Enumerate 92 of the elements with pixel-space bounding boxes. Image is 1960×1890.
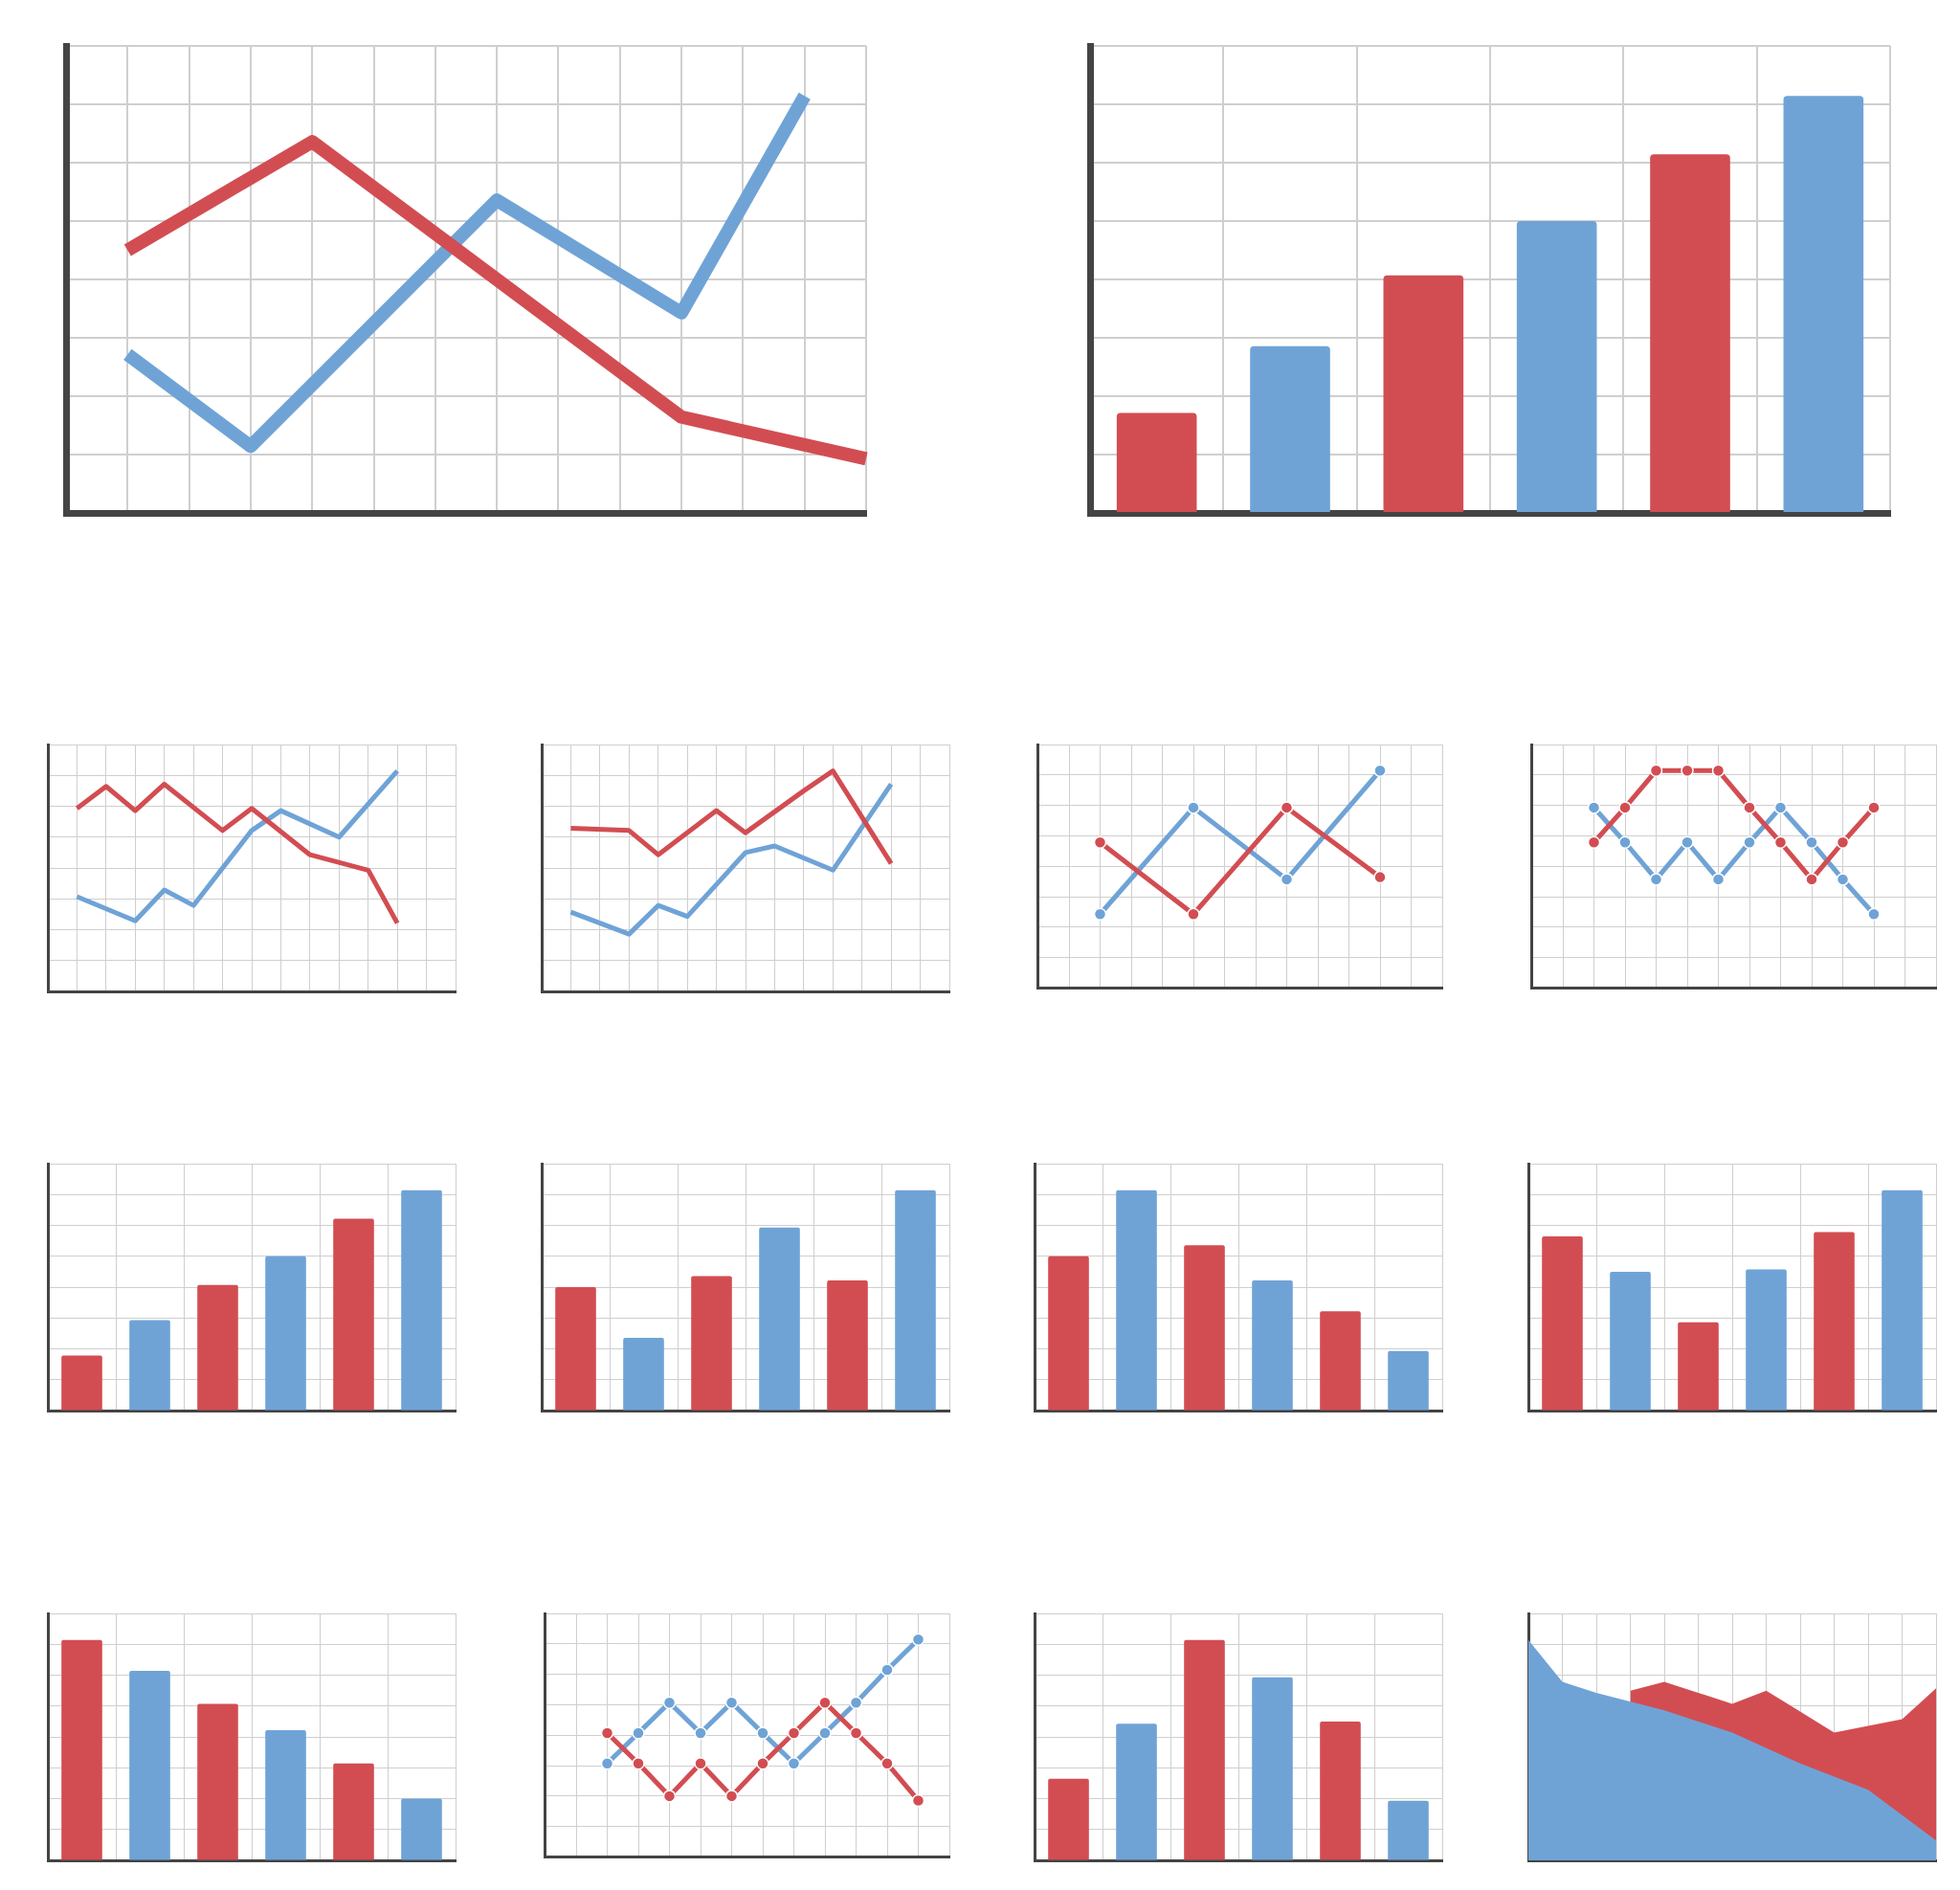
bar bbox=[1388, 1800, 1429, 1860]
bar bbox=[1783, 96, 1864, 512]
bar bbox=[1746, 1269, 1787, 1411]
point bbox=[1280, 801, 1294, 814]
point bbox=[880, 1757, 894, 1770]
point bbox=[1836, 835, 1850, 849]
point bbox=[787, 1726, 801, 1740]
point bbox=[849, 1726, 863, 1740]
bar bbox=[1252, 1280, 1293, 1411]
bar bbox=[1048, 1256, 1089, 1411]
bar bbox=[1678, 1322, 1719, 1411]
bar bbox=[1388, 1350, 1429, 1411]
point bbox=[1187, 801, 1200, 814]
point bbox=[724, 1696, 739, 1709]
point bbox=[1773, 801, 1788, 814]
bar bbox=[1250, 345, 1330, 512]
bar bbox=[1116, 1190, 1157, 1411]
point bbox=[1649, 873, 1663, 886]
point bbox=[1711, 873, 1726, 886]
bar bbox=[61, 1639, 102, 1860]
point bbox=[1093, 835, 1107, 849]
bar bbox=[1320, 1311, 1361, 1411]
point bbox=[756, 1726, 769, 1740]
bar bbox=[1383, 275, 1464, 512]
bar bbox=[1516, 221, 1597, 512]
bar bbox=[61, 1355, 102, 1411]
bar bbox=[1542, 1236, 1583, 1411]
bar bbox=[691, 1276, 732, 1411]
point bbox=[1587, 801, 1601, 814]
point bbox=[818, 1696, 832, 1709]
bar bbox=[197, 1703, 238, 1860]
point bbox=[911, 1633, 925, 1647]
point bbox=[632, 1726, 645, 1740]
point bbox=[756, 1757, 769, 1770]
point bbox=[1711, 764, 1726, 778]
bar bbox=[1184, 1639, 1225, 1860]
bar bbox=[129, 1670, 170, 1860]
point bbox=[1743, 835, 1756, 849]
point bbox=[1093, 907, 1107, 921]
bar bbox=[333, 1763, 374, 1860]
point bbox=[880, 1663, 894, 1677]
point bbox=[1681, 764, 1694, 778]
bar bbox=[333, 1218, 374, 1411]
point bbox=[1836, 873, 1850, 886]
point bbox=[818, 1726, 832, 1740]
bar bbox=[1184, 1245, 1225, 1411]
point bbox=[911, 1793, 925, 1808]
bar bbox=[265, 1730, 306, 1860]
bar bbox=[1814, 1232, 1855, 1411]
point bbox=[600, 1726, 614, 1740]
point bbox=[694, 1726, 707, 1740]
point bbox=[1805, 873, 1818, 886]
bar bbox=[197, 1284, 238, 1411]
point bbox=[600, 1757, 614, 1770]
bar bbox=[1252, 1677, 1293, 1860]
point bbox=[1867, 801, 1881, 814]
bar bbox=[401, 1190, 442, 1411]
point bbox=[1773, 835, 1788, 849]
point bbox=[1867, 907, 1881, 921]
point bbox=[1280, 873, 1294, 886]
point bbox=[1618, 835, 1632, 849]
point bbox=[849, 1696, 863, 1709]
bar bbox=[129, 1320, 170, 1411]
point bbox=[787, 1757, 801, 1770]
bar bbox=[555, 1287, 596, 1411]
point bbox=[1587, 835, 1601, 849]
bar bbox=[1048, 1778, 1089, 1860]
bar bbox=[623, 1337, 664, 1411]
point bbox=[694, 1757, 707, 1770]
point bbox=[1805, 835, 1818, 849]
point bbox=[1373, 764, 1387, 778]
bar bbox=[1650, 154, 1730, 512]
point bbox=[632, 1757, 645, 1770]
point bbox=[1618, 801, 1632, 814]
point bbox=[724, 1790, 739, 1803]
bar bbox=[827, 1280, 868, 1411]
point bbox=[1373, 870, 1387, 884]
bar bbox=[1116, 412, 1197, 512]
point bbox=[662, 1696, 677, 1709]
point bbox=[1187, 907, 1200, 921]
bar bbox=[759, 1227, 800, 1411]
point bbox=[1681, 835, 1694, 849]
bar bbox=[401, 1798, 442, 1860]
point bbox=[1649, 764, 1663, 778]
bar bbox=[1882, 1190, 1923, 1411]
bar bbox=[1610, 1271, 1651, 1411]
bar bbox=[265, 1256, 306, 1411]
bar bbox=[895, 1190, 936, 1411]
bar bbox=[1116, 1723, 1157, 1860]
point bbox=[662, 1790, 677, 1803]
point bbox=[1743, 801, 1756, 814]
bar bbox=[1320, 1721, 1361, 1860]
